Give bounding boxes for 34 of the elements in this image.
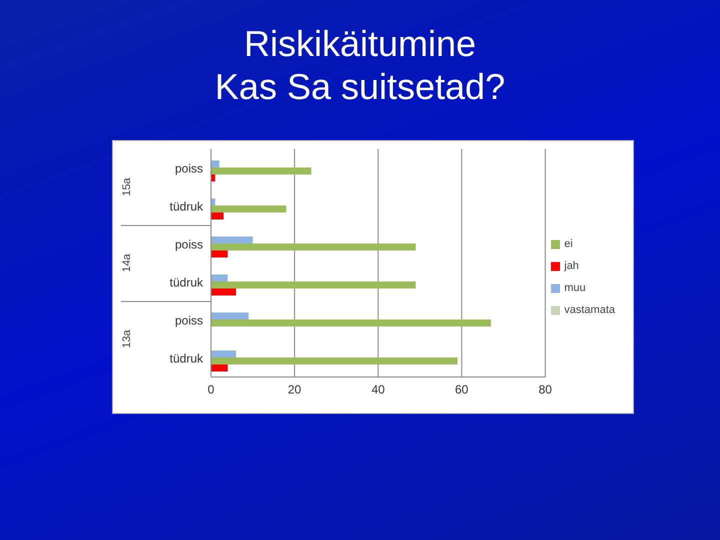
x-tick-label: 80 bbox=[538, 382, 552, 397]
bar bbox=[211, 320, 491, 327]
legend-label: jah bbox=[564, 260, 579, 272]
bar bbox=[211, 364, 228, 372]
y-tick-label: tüdruk bbox=[170, 275, 204, 290]
bar bbox=[211, 244, 416, 251]
chart-title: Riskikäitumine Kas Sa suitsetad? bbox=[214, 22, 506, 108]
x-tick-label: 40 bbox=[371, 382, 386, 397]
x-tick-label: 0 bbox=[208, 382, 215, 397]
x-tick-label: 60 bbox=[455, 382, 469, 397]
y-tick-label: poiss bbox=[174, 237, 203, 252]
legend-label: ei bbox=[564, 238, 573, 250]
legend-label: vastamata bbox=[564, 304, 615, 316]
bar bbox=[211, 168, 312, 175]
y-tick-label: poiss bbox=[174, 161, 203, 176]
text: 13a bbox=[120, 330, 133, 348]
text: 15a bbox=[120, 178, 133, 196]
y-tick-label: tüdruk bbox=[170, 199, 204, 214]
bar bbox=[211, 236, 253, 244]
x-tick-label: 20 bbox=[288, 382, 302, 397]
bar bbox=[211, 274, 228, 282]
bar bbox=[211, 350, 236, 358]
y-tick-label: poiss bbox=[174, 313, 203, 328]
bar bbox=[211, 282, 416, 289]
bar bbox=[211, 358, 458, 365]
bar bbox=[211, 250, 228, 258]
bar bbox=[211, 312, 249, 320]
bar bbox=[211, 160, 220, 168]
y-tick-label: tüdruk bbox=[170, 351, 204, 366]
bar bbox=[211, 206, 286, 213]
text: 14a bbox=[120, 254, 133, 272]
bar bbox=[211, 288, 236, 296]
legend-label: muu bbox=[564, 282, 586, 294]
bar bbox=[211, 212, 224, 220]
